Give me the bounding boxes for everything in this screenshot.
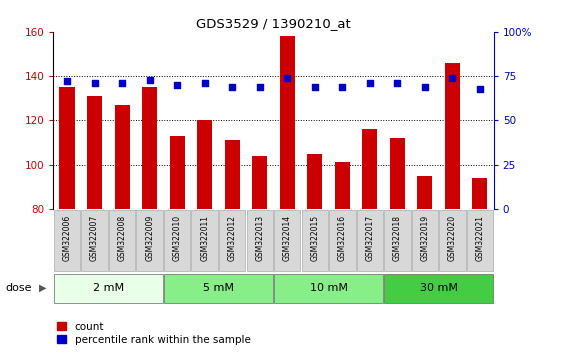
Point	[365, 80, 374, 86]
Bar	[307, 154, 323, 209]
Text: GSM322008: GSM322008	[118, 215, 127, 261]
Point	[255, 84, 264, 90]
Text: GSM322006: GSM322006	[63, 215, 72, 262]
Point	[393, 80, 402, 86]
Point	[475, 86, 484, 91]
Text: 5 mM: 5 mM	[203, 283, 234, 293]
Point	[228, 84, 237, 90]
Bar	[224, 140, 240, 209]
Text: GSM322017: GSM322017	[365, 215, 374, 261]
Point	[338, 84, 347, 90]
Text: GSM322011: GSM322011	[200, 215, 209, 261]
Text: GSM322015: GSM322015	[310, 215, 319, 261]
FancyBboxPatch shape	[109, 210, 135, 271]
Text: GSM322013: GSM322013	[255, 215, 264, 261]
Text: 2 mM: 2 mM	[93, 283, 124, 293]
Bar	[335, 162, 350, 209]
FancyBboxPatch shape	[191, 210, 218, 271]
FancyBboxPatch shape	[467, 210, 493, 271]
Text: dose: dose	[6, 283, 32, 293]
Point	[118, 80, 127, 86]
Text: GSM322019: GSM322019	[420, 215, 429, 261]
FancyBboxPatch shape	[81, 210, 108, 271]
Text: GSM322010: GSM322010	[173, 215, 182, 261]
Point	[283, 75, 292, 81]
Point	[448, 75, 457, 81]
Bar	[390, 138, 405, 209]
Bar	[87, 96, 102, 209]
Text: 10 mM: 10 mM	[310, 283, 347, 293]
Bar	[445, 63, 460, 209]
Bar	[142, 87, 157, 209]
Bar	[472, 178, 488, 209]
Text: GSM322012: GSM322012	[228, 215, 237, 261]
FancyBboxPatch shape	[439, 210, 466, 271]
FancyBboxPatch shape	[302, 210, 328, 271]
Point	[200, 80, 209, 86]
Point	[310, 84, 319, 90]
Bar	[280, 36, 295, 209]
Text: GSM322009: GSM322009	[145, 215, 154, 262]
FancyBboxPatch shape	[357, 210, 383, 271]
Text: 30 mM: 30 mM	[420, 283, 458, 293]
Bar	[114, 105, 130, 209]
Bar	[169, 136, 185, 209]
FancyBboxPatch shape	[54, 274, 163, 303]
Point	[63, 79, 72, 84]
Point	[420, 84, 429, 90]
FancyBboxPatch shape	[384, 210, 411, 271]
FancyBboxPatch shape	[219, 210, 245, 271]
FancyBboxPatch shape	[164, 210, 190, 271]
Legend: count, percentile rank within the sample: count, percentile rank within the sample	[53, 317, 255, 349]
Text: GSM322014: GSM322014	[283, 215, 292, 261]
Bar	[417, 176, 433, 209]
Point	[90, 80, 99, 86]
FancyBboxPatch shape	[54, 210, 80, 271]
FancyBboxPatch shape	[246, 210, 273, 271]
Text: GSM322018: GSM322018	[393, 215, 402, 261]
Text: GDS3529 / 1390210_at: GDS3529 / 1390210_at	[196, 17, 351, 30]
Text: GSM322020: GSM322020	[448, 215, 457, 261]
FancyBboxPatch shape	[274, 210, 301, 271]
Bar	[59, 87, 75, 209]
Text: GSM322016: GSM322016	[338, 215, 347, 261]
Point	[145, 77, 154, 82]
Text: GSM322021: GSM322021	[475, 215, 484, 261]
Text: ▶: ▶	[39, 283, 47, 293]
Bar	[252, 156, 267, 209]
Bar	[362, 129, 378, 209]
FancyBboxPatch shape	[384, 274, 493, 303]
FancyBboxPatch shape	[136, 210, 163, 271]
Point	[173, 82, 182, 88]
FancyBboxPatch shape	[164, 274, 273, 303]
FancyBboxPatch shape	[329, 210, 356, 271]
FancyBboxPatch shape	[274, 274, 383, 303]
Bar	[197, 120, 212, 209]
Text: GSM322007: GSM322007	[90, 215, 99, 262]
FancyBboxPatch shape	[412, 210, 438, 271]
